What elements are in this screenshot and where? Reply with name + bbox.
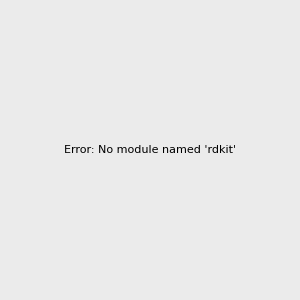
Text: Error: No module named 'rdkit': Error: No module named 'rdkit' [64, 145, 236, 155]
